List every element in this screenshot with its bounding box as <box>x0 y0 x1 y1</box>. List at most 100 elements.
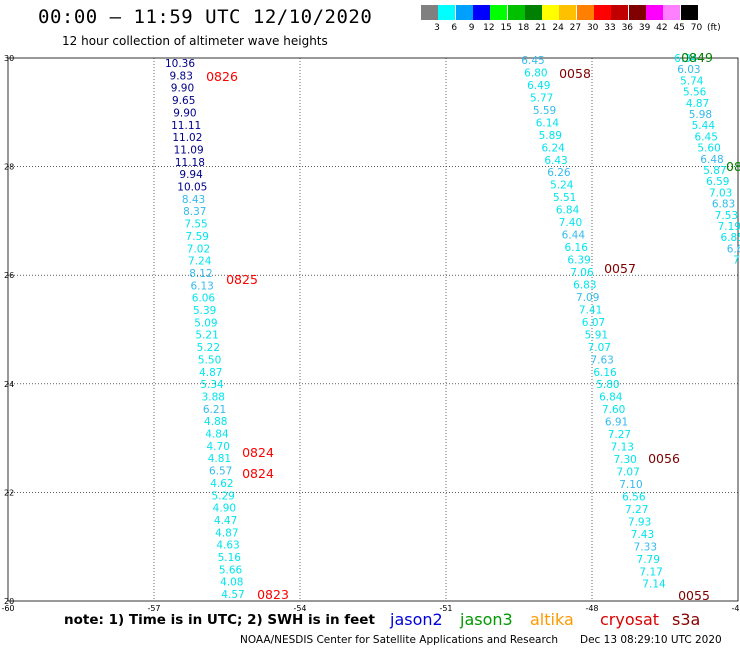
wave-height-value: 6.83 <box>712 199 735 211</box>
wave-height-value: 11.02 <box>172 132 202 144</box>
x-tick-label: -48 <box>585 604 598 613</box>
wave-height-value: 7.63 <box>590 354 613 366</box>
wave-height-value: 4.87 <box>199 367 222 379</box>
wave-height-value: 8.12 <box>189 268 212 280</box>
wave-height-value: 5.98 <box>689 109 712 121</box>
wave-height-value: 5.77 <box>530 92 553 104</box>
wave-height-value: 7.27 <box>608 429 631 441</box>
wave-height-value: 6.45 <box>521 55 544 67</box>
pass-time-label: 08 <box>726 159 740 174</box>
wave-height-value: 7.09 <box>576 292 599 304</box>
legend-swatch <box>490 5 508 20</box>
legend-swatch <box>524 5 542 20</box>
pass-time-label: 0055 <box>678 588 710 603</box>
x-tick-label: -57 <box>147 604 160 613</box>
satellite-label-altika: altika <box>530 610 574 629</box>
wave-height-value: 7.41 <box>579 304 602 316</box>
wave-height-value: 4.90 <box>213 503 236 515</box>
wave-height-value: 7.30 <box>613 454 636 466</box>
pass-time-label: 0824 <box>242 466 274 481</box>
wave-height-value: 6.48 <box>700 154 723 166</box>
wave-height-value: 6.16 <box>593 367 617 379</box>
legend-swatch <box>663 5 681 20</box>
wave-height-value: 6.49 <box>527 80 550 92</box>
legend-swatch <box>455 5 473 20</box>
legend-swatch-label: 30 <box>586 23 599 33</box>
pass-time-label: 0826 <box>206 69 238 84</box>
legend-swatch <box>611 5 629 20</box>
generation-timestamp: Dec 13 08:29:10 UTC 2020 <box>580 634 722 646</box>
wave-height-value: 5.39 <box>193 305 216 317</box>
wave-height-value: 9.65 <box>172 95 195 107</box>
wave-height-value: 9.90 <box>173 107 196 119</box>
y-tick-label: 26 <box>4 271 14 280</box>
wave-height-value: 6.57 <box>209 466 232 478</box>
legend-swatch-label: 70 <box>690 23 703 33</box>
wave-height-value: 10.05 <box>177 182 207 194</box>
wave-height-value: 6.06 <box>192 293 216 305</box>
wave-height-value: 4.62 <box>210 478 233 490</box>
legend-swatch <box>507 5 525 20</box>
legend-swatch-label: 15 <box>500 23 512 33</box>
wave-height-value: 5.16 <box>218 552 242 564</box>
wave-height-value: 7.59 <box>186 231 209 243</box>
wave-height-value: 8.37 <box>183 206 206 218</box>
wave-height-value: 9.83 <box>170 70 193 82</box>
wave-height-value: 5.44 <box>692 120 716 132</box>
wave-height-value: 6.56 <box>622 491 646 503</box>
wave-height-value: 6.14 <box>536 117 560 129</box>
wave-height-value: 7.27 <box>625 504 648 516</box>
wave-height-value: 11.11 <box>171 120 201 132</box>
satellite-label-cryosat: cryosat <box>600 610 660 629</box>
wave-height-value: 6.83 <box>573 279 596 291</box>
wave-height-value: 10.36 <box>165 58 195 70</box>
legend-swatch-label: 9 <box>468 23 475 33</box>
pass-time-label: 0056 <box>648 451 680 466</box>
wave-height-value: 4.57 <box>221 589 244 601</box>
credit-text: NOAA/NESDIS Center for Satellite Applica… <box>240 634 558 646</box>
wave-height-value: 7.17 <box>639 566 662 578</box>
pass-time-label: 0849 <box>681 50 713 65</box>
wave-height-value: 6.91 <box>605 417 628 429</box>
wave-height-value: 9.94 <box>179 169 203 181</box>
legend-swatch <box>645 5 663 20</box>
legend-swatch-label: 18 <box>517 23 530 33</box>
wave-height-value: 6.6 <box>727 243 740 255</box>
wave-height-value: 6.59 <box>706 176 729 188</box>
wave-height-value: 4.87 <box>686 98 709 110</box>
wave-height-value: 4.47 <box>214 515 237 527</box>
wave-height-value: 6.39 <box>567 255 590 267</box>
x-tick-label: -51 <box>439 604 452 613</box>
legend-swatch <box>472 5 490 20</box>
wave-height-value: 7.07 <box>616 467 639 479</box>
wave-height-value: 7.55 <box>184 219 207 231</box>
legend-swatch-label: 45 <box>673 23 685 33</box>
legend-swatch-label: 36 <box>621 23 634 33</box>
map-frame <box>7 57 739 602</box>
legend-swatch-label: 39 <box>638 23 651 33</box>
wave-height-value: 7.79 <box>637 554 660 566</box>
wave-height-value: 7.43 <box>631 529 654 541</box>
wave-height-value: 6.26 <box>547 167 571 179</box>
legend-swatch <box>542 5 560 20</box>
wave-height-value: 7.33 <box>634 541 657 553</box>
wave-height-value: 7.02 <box>187 243 210 255</box>
wave-height-value: 5.22 <box>197 342 220 354</box>
wave-height-value: 7.06 <box>570 267 594 279</box>
y-tick-label: 30 <box>4 54 14 63</box>
wave-height-value: 6.34 <box>674 53 698 65</box>
satellite-label-s3a: s3a <box>672 610 701 629</box>
legend-swatch <box>680 5 698 20</box>
wave-height-value: 7.24 <box>188 256 212 268</box>
wave-height-value: 6.16 <box>565 242 589 254</box>
wave-height-value: 6.21 <box>203 404 226 416</box>
legend-swatch-label: 12 <box>483 23 495 33</box>
wave-height-value: 5.89 <box>539 130 562 142</box>
legend-swatch <box>628 5 646 20</box>
legend-swatch-label: 3 <box>434 23 440 33</box>
wave-height-value: 6.24 <box>541 142 565 154</box>
wave-height-value: 11.09 <box>174 144 204 156</box>
wave-height-value: 5.66 <box>219 564 243 576</box>
wave-height-value: 9.90 <box>171 83 194 95</box>
wave-height-value: 7.03 <box>709 187 732 199</box>
